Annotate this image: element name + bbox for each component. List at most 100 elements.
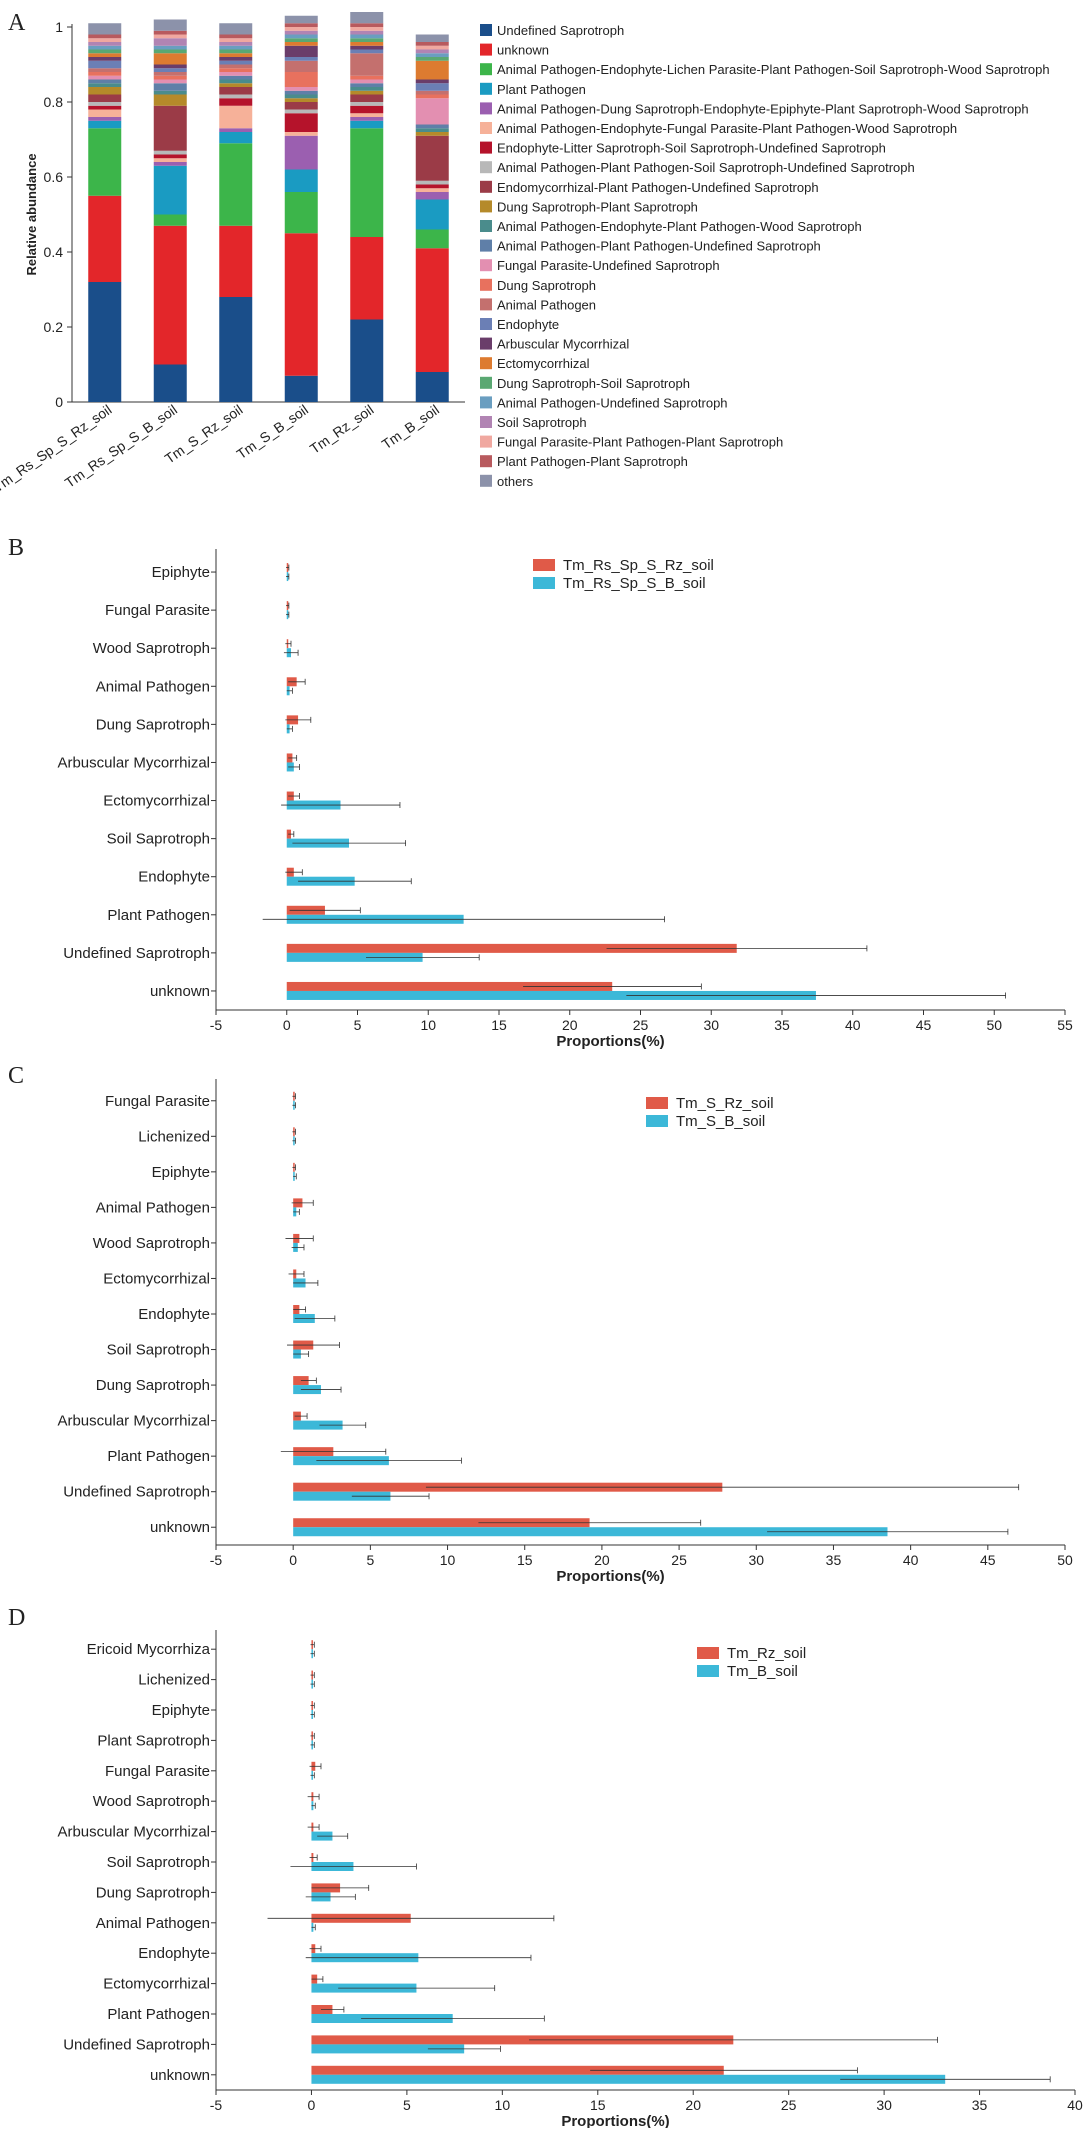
panel-a-bar-segment — [153, 158, 187, 162]
panel-b-bar — [286, 981, 613, 991]
panel-a-bar-segment — [153, 105, 187, 151]
panel-d-bar — [311, 2044, 465, 2054]
panel-a-bar-segment — [153, 90, 187, 95]
panel-a-bar-segment — [219, 83, 253, 87]
panel-a-bar-segment — [88, 195, 122, 282]
panel-c-category-label: Lichenized — [138, 1128, 210, 1145]
panel-a-x-tick-label: Tm_Rz_soil — [307, 401, 377, 456]
panel-a-bar-segment — [415, 57, 449, 61]
panel-a-bar-segment — [415, 132, 449, 136]
panel-a-bar-segment — [350, 34, 384, 39]
panel-a-bar-segment — [415, 90, 449, 95]
panel-a-legend-label: Endophyte-Litter Saprotroph-Soil Saprotr… — [497, 141, 886, 156]
panel-a-bar-segment — [415, 135, 449, 181]
panel-a-legend-swatch — [480, 337, 492, 350]
panel-b-legend-label: Tm_Rs_Sp_S_Rz_soil — [563, 557, 714, 574]
panel-a-bar-segment — [219, 57, 253, 61]
panel-a-bar-segment — [88, 72, 122, 76]
panel-d-category-label: unknown — [150, 2067, 210, 2084]
panel-b-x-tick-label: 50 — [986, 1017, 1002, 1033]
panel-b-category-label: Animal Pathogen — [96, 678, 210, 695]
panel-a-bar-segment — [284, 72, 318, 87]
panel-c-category-label: Epiphyte — [152, 1164, 210, 1181]
panel-a-bar-segment — [219, 87, 253, 95]
panel-d: D -5 0 5 10 15 20 25 30 35 40 Proportions(%) Ericoid… — [8, 1605, 1083, 2130]
panel-a-legend-swatch — [480, 298, 492, 311]
panel-a-legend-label: Animal Pathogen-Endophyte-Fungal Parasit… — [497, 121, 957, 136]
panel-b-category-label: Ectomycorrhizal — [103, 793, 210, 810]
panel-b-x-tick-label: 20 — [562, 1017, 578, 1033]
panel-a-bar-segment — [284, 38, 318, 42]
panel-a-bar-segment — [284, 15, 318, 24]
panel-a-bar-segment — [350, 75, 384, 80]
panel-d-category-label: Wood Saprotroph — [93, 1793, 210, 1810]
panel-a-legend-label: Animal Pathogen-Endophyte-Plant Pathogen… — [497, 219, 862, 234]
panel-b-bar — [286, 952, 423, 962]
panel-a-bar-segment — [284, 132, 318, 136]
panel-a-bar-segment — [415, 180, 449, 185]
panel-a-bar-segment — [88, 102, 122, 106]
panel-a-bar-segment — [219, 128, 253, 132]
panel-d-x-tick-label: 35 — [972, 2097, 988, 2113]
panel-a-bar-segment — [350, 128, 384, 237]
panel-a-bar-segment — [153, 214, 187, 226]
panel-d-letter: D — [8, 1605, 25, 1631]
panel-d-category-label: Animal Pathogen — [96, 1915, 210, 1932]
panel-a-legend-swatch — [480, 180, 492, 193]
panel-a-y-axis-title: Relative abundance — [24, 153, 39, 275]
panel-a-legend-swatch — [480, 82, 492, 95]
panel-a-legend-label: Animal Pathogen-Dung Saprotroph-Endophyt… — [497, 101, 1029, 116]
panel-a-bar-segment — [219, 38, 253, 42]
panel-d-category-label: Epiphyte — [152, 1702, 210, 1719]
panel-a-bar-segment — [284, 27, 318, 31]
panel-a-bar-segment — [350, 102, 384, 106]
panel-d-x-tick-label: -5 — [210, 2097, 223, 2113]
panel-c-x-tick-label: 30 — [748, 1552, 764, 1568]
panel-d-category-label: Soil Saprotroph — [107, 1854, 210, 1871]
panel-b-category-label: Soil Saprotroph — [107, 831, 210, 848]
panel-d-x-tick-label: 10 — [495, 2097, 511, 2113]
panel-a-legend-swatch — [480, 239, 492, 252]
panel-a-bar-segment — [153, 72, 187, 76]
panel-c-category-label: Animal Pathogen — [96, 1199, 210, 1216]
panel-a-bar-segment — [284, 57, 318, 61]
panel-a-bar-segment — [415, 79, 449, 84]
panel-a-bar-segment — [415, 199, 449, 230]
panel-a-bar-segment — [350, 30, 384, 35]
panel-a-bar-segment — [88, 60, 122, 69]
panel-c-x-tick-label: 35 — [826, 1552, 842, 1568]
panel-a-bar-segment — [415, 248, 449, 372]
panel-a-bar-segment — [219, 34, 253, 39]
panel-a-letter: A — [8, 10, 26, 36]
panel-a-y-tick-label: 0 — [55, 394, 63, 410]
panel-d-legend-swatch — [697, 1665, 719, 1677]
panel-b-x-tick-label: 10 — [420, 1017, 436, 1033]
panel-a-bar-segment — [153, 225, 187, 365]
panel-a-legend-label: Animal Pathogen-Plant Pathogen-Undefined… — [497, 239, 821, 254]
panel-a-legend-label: others — [497, 474, 534, 489]
panel-a-bar-segment — [350, 12, 384, 24]
panel-a-bar-segment — [284, 30, 318, 35]
panel-a-legend-label: Animal Pathogen-Plant Pathogen-Soil Sapr… — [497, 160, 915, 175]
panel-a-bar-segment — [415, 128, 449, 132]
panel-b-x-tick-label: 30 — [703, 1017, 719, 1033]
panel-a-legend-label: Dung Saprotroph-Soil Saprotroph — [497, 376, 690, 391]
panel-a-legend-label: Animal Pathogen-Endophyte-Lichen Parasit… — [497, 62, 1050, 77]
panel-a-legend-swatch — [480, 376, 492, 389]
panel-c: C -5 0 5 10 15 20 25 30 35 40 45 50 Proportions(%) Fun… — [8, 1063, 1073, 1585]
panel-b-category-label: Epiphyte — [152, 564, 210, 581]
panel-a-bar-segment — [88, 49, 122, 54]
panel-c-category-label: Dung Saprotroph — [96, 1377, 210, 1394]
panel-b-bar — [286, 990, 816, 1000]
panel-b-x-tick-label: 5 — [354, 1017, 362, 1033]
panel-a-bar-segment — [153, 165, 187, 215]
panel-c-x-tick-label: 45 — [980, 1552, 996, 1568]
panel-d-category-label: Plant Saprotroph — [97, 1732, 210, 1749]
panel-a-bar-segment — [415, 229, 449, 249]
panel-a-legend-label: Fungal Parasite-Plant Pathogen-Plant Sap… — [497, 435, 783, 450]
panel-a-bar-segment — [350, 94, 384, 102]
panel-a-bar-segment — [284, 45, 318, 57]
panel-a-legend-label: Dung Saprotroph — [497, 278, 596, 293]
panel-d-category-label: Arbuscular Mycorrhizal — [57, 1824, 210, 1841]
panel-a-legend-swatch — [480, 102, 492, 115]
